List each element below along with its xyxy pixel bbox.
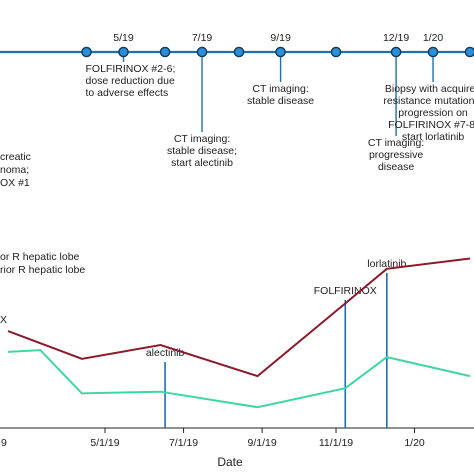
timeline-event-text: progressive	[369, 149, 423, 161]
treatment-marker-label: alectinib	[146, 347, 185, 359]
timeline-cropped-text: creatic	[0, 151, 31, 163]
timeline-event-text: to adverse effects	[86, 87, 169, 99]
treatment-marker-label: FOLFIRINOX	[314, 285, 377, 297]
timeline-date-label: 12/19	[383, 32, 409, 44]
timeline-dot	[159, 46, 171, 58]
x-tick-label: 9/1/19	[247, 437, 276, 449]
x-tick-label: 5/1/19	[90, 437, 119, 449]
timeline-dot	[390, 46, 402, 58]
timeline: 5/19 7/19 9/19 12/19 1/20 FOLFIRINOX #2-6;dos…	[0, 32, 474, 189]
timeline-date-label: 9/19	[270, 32, 291, 44]
series-1-line	[7, 349, 471, 409]
timeline-event-text: stable disease;	[167, 145, 237, 157]
timeline-event-text: stable disease	[247, 95, 314, 107]
timeline-event-text: CT imaging:	[368, 137, 424, 149]
x-tick-label: 7/1/19	[169, 437, 198, 449]
timeline-dot	[427, 46, 439, 58]
legend-entry: rior R hepatic lobe	[0, 264, 85, 276]
timeline-dot	[330, 46, 342, 58]
timeline-dot	[81, 46, 92, 58]
timeline-dot	[118, 46, 129, 58]
timeline-event-text: start lorlatinib	[402, 131, 465, 143]
timeline-event-text: dose reduction due	[86, 75, 175, 87]
timeline-event-text: Biopsy with acquired	[385, 83, 474, 95]
timeline-dot	[196, 46, 208, 58]
timeline-date-label: 1/20	[423, 32, 444, 44]
legend-entry: or R hepatic lobe	[0, 251, 80, 263]
x-tick-label: 11/1/19	[319, 437, 353, 449]
timeline-event-text: CT imaging:	[252, 83, 308, 95]
timeline-event-text: start alectinib	[171, 157, 233, 169]
timeline-event-text: resistance mutations;	[383, 95, 474, 107]
x-tick-label: 1/20	[404, 437, 425, 449]
timeline-event-text: CT imaging:	[174, 133, 230, 145]
timeline-event-text: FOLFIRINOX #2-6;	[86, 63, 176, 75]
timeline-cropped-text: OX #1	[0, 177, 30, 189]
timeline-event-text: progression on	[398, 107, 468, 119]
timeline-event-text: FOLFIRINOX #7-8;	[388, 119, 474, 131]
timeline-date-label: 7/19	[192, 32, 213, 44]
cropped-annotation: X	[0, 314, 7, 326]
timeline-dot	[233, 46, 245, 58]
timeline-cropped-text: noma;	[0, 164, 29, 176]
timeline-dot	[464, 46, 474, 58]
x-axis-label: Date	[217, 455, 243, 469]
x-tick-label: 9	[1, 437, 7, 449]
timeline-event-text: disease	[378, 161, 414, 173]
timeline-dot	[275, 46, 286, 58]
timeline-date-label: 5/19	[113, 32, 134, 44]
series-0-line	[7, 257, 471, 378]
